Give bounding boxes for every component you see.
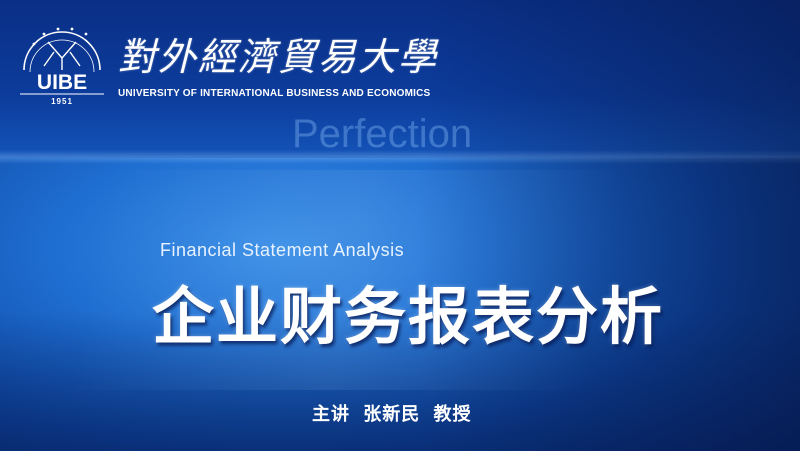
emblem-year: 1951 [51, 97, 73, 106]
course-title-english: Financial Statement Analysis [160, 240, 405, 260]
university-name-english: UNIVERSITY OF INTERNATIONAL BUSINESS AND… [118, 88, 431, 99]
university-name-chinese: 對外經濟貿易大學 [118, 35, 439, 79]
emblem-letters: UIBE [37, 71, 87, 94]
background-word-perfection: Perfection [292, 112, 473, 156]
university-emblem-icon: UIBE 1951 [14, 18, 110, 106]
light-sweep [0, 170, 800, 390]
lecturer-credit: 主讲 张新民 教授 [312, 404, 472, 425]
bottom-vignette [0, 311, 800, 451]
course-title-chinese: 企业财务报表分析 [152, 280, 665, 353]
emblem-graphic: UIBE 1951 [20, 27, 104, 106]
